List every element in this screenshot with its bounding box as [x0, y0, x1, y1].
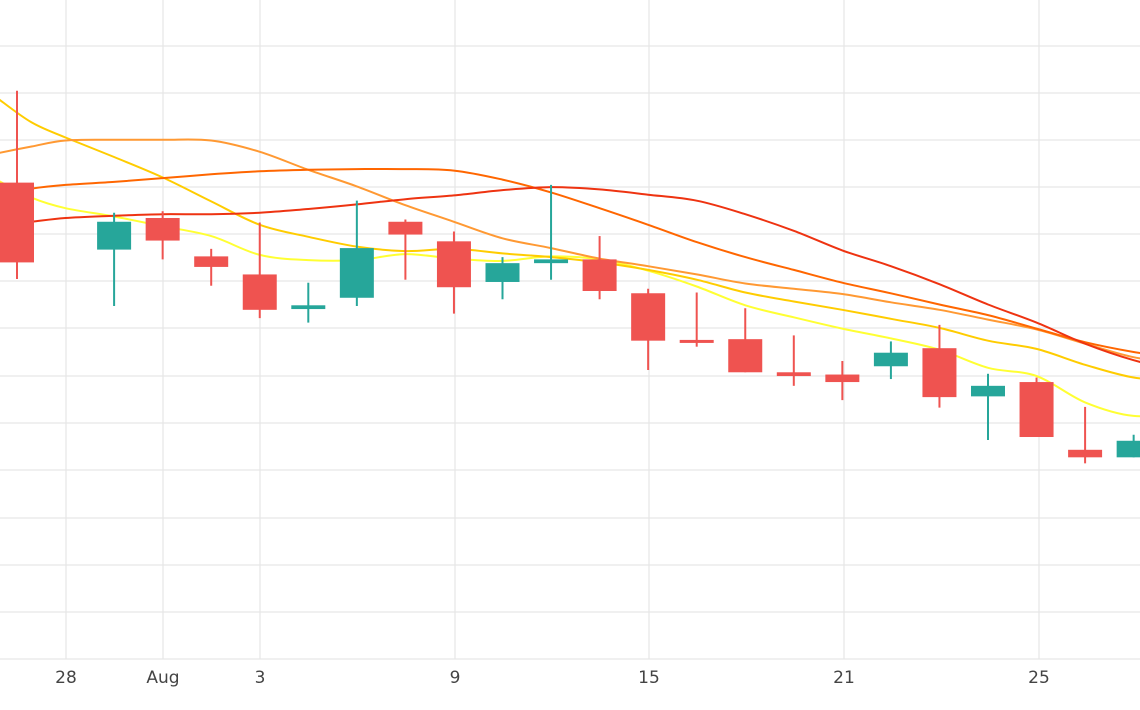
candle [97, 212, 132, 307]
candle [145, 211, 180, 260]
candle [0, 90, 34, 279]
x-tick-label: 21 [833, 668, 855, 688]
candle-body [388, 221, 423, 235]
candle-body [825, 374, 860, 383]
candle-body [97, 221, 132, 250]
candle-body [922, 348, 957, 398]
candle-body [1068, 449, 1103, 458]
candle-body [0, 182, 34, 263]
candle-body [1019, 382, 1054, 438]
candle [922, 324, 957, 408]
candle [339, 200, 374, 307]
candle-body [728, 339, 763, 373]
candle [1068, 406, 1103, 464]
candle-body [1116, 440, 1140, 458]
candle-body [242, 274, 277, 310]
candle-body [582, 259, 617, 291]
candle-body [145, 217, 180, 241]
candle-body [436, 241, 471, 288]
x-tick-label: 9 [450, 668, 461, 688]
candles [0, 90, 1140, 464]
candle-body [776, 372, 811, 377]
candle [436, 231, 471, 314]
candle [1116, 434, 1140, 458]
candle [873, 341, 908, 380]
candle-body [339, 248, 374, 298]
candle-body [971, 385, 1005, 397]
candle-body [534, 259, 569, 264]
candle-body [194, 256, 229, 267]
candle-body [291, 305, 326, 310]
candle-body [873, 352, 908, 367]
moving-average-line-2 [0, 98, 1140, 380]
candle [582, 236, 617, 300]
x-tick-label: Aug [146, 668, 179, 688]
x-tick-label: 3 [255, 668, 266, 688]
candle-body [485, 263, 520, 282]
moving-average-line-5 [0, 186, 1140, 363]
candle [1019, 377, 1054, 438]
x-tick-label: 28 [55, 668, 77, 688]
x-axis-tick-labels: 28 Aug 3 9 15 21 25 [55, 668, 1050, 688]
candle [194, 248, 229, 286]
candle [776, 335, 811, 386]
x-tick-label: 15 [638, 668, 660, 688]
candle [631, 288, 666, 371]
candle-body [679, 339, 714, 343]
candle [388, 219, 423, 280]
gridlines [0, 0, 1140, 660]
candle [534, 184, 569, 280]
candle [291, 282, 326, 323]
moving-average-lines [0, 98, 1140, 418]
moving-average-line-4 [0, 167, 1140, 355]
moving-average-line-1 [0, 180, 1140, 418]
moving-average-line-3 [0, 138, 1140, 360]
x-tick-label: 25 [1028, 668, 1050, 688]
candle [825, 360, 860, 401]
candle [679, 292, 714, 347]
candle [728, 308, 763, 373]
candle [971, 373, 1005, 441]
candle-body [631, 293, 666, 341]
candle [242, 222, 277, 319]
candle [485, 257, 520, 300]
